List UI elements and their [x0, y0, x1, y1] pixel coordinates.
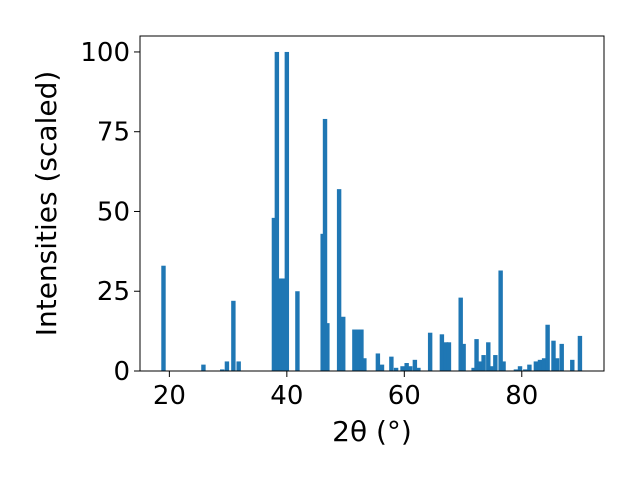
bar [461, 343, 466, 371]
bar [278, 278, 283, 371]
x-axis-ticks: 20 40 60 80 [153, 371, 538, 411]
bar [325, 323, 330, 371]
bar [281, 278, 286, 371]
y-tick-label: 100 [80, 38, 130, 68]
y-tick-label: 0 [113, 357, 130, 387]
bar [458, 297, 463, 371]
bar [400, 366, 405, 371]
x-tick-label: 40 [270, 381, 303, 411]
bar [375, 353, 381, 371]
bar [359, 329, 364, 371]
bar [537, 359, 543, 371]
bar [554, 358, 560, 371]
bar [446, 342, 452, 371]
bar [236, 361, 241, 371]
x-tick-label: 20 [153, 381, 186, 411]
bars-group [161, 51, 583, 371]
bar [541, 358, 547, 371]
bar [513, 369, 519, 371]
bar [271, 217, 277, 371]
y-axis-label: Intensities (scaled) [30, 71, 63, 337]
bar [201, 364, 206, 371]
bar [545, 324, 550, 371]
bar [517, 366, 523, 371]
bar [486, 342, 491, 371]
bar [379, 364, 385, 371]
bar [577, 335, 583, 371]
bar [477, 361, 482, 371]
bar [389, 356, 394, 371]
bar [322, 118, 328, 371]
bar [274, 51, 280, 371]
bar [224, 361, 230, 371]
bar [336, 189, 342, 371]
bar [341, 316, 346, 371]
y-axis-ticks: 0 25 50 75 100 [80, 38, 140, 387]
y-tick-label: 75 [97, 118, 130, 148]
bar [533, 361, 539, 371]
bar [439, 334, 445, 371]
bar [404, 363, 409, 371]
bar [501, 361, 506, 371]
bar [220, 369, 225, 371]
x-axis-label: 2θ (°) [332, 415, 412, 448]
bar [481, 355, 486, 371]
y-tick-label: 50 [97, 197, 130, 227]
bar [352, 329, 357, 371]
x-tick-label: 60 [388, 381, 421, 411]
bar [295, 291, 300, 371]
bar [161, 265, 166, 371]
bar [474, 339, 479, 371]
bar [320, 233, 325, 371]
bar [527, 364, 532, 371]
bar [551, 340, 556, 371]
x-tick-label: 80 [505, 381, 538, 411]
bar [427, 332, 433, 371]
bar [416, 367, 421, 371]
bar [523, 369, 528, 371]
plot-frame [139, 35, 605, 372]
bar [284, 51, 290, 371]
bar [355, 329, 361, 371]
y-tick-label: 25 [97, 277, 130, 307]
bar [471, 367, 476, 371]
bar [412, 359, 418, 371]
bar [559, 343, 564, 371]
bar [362, 358, 367, 371]
bar [489, 366, 494, 371]
bar [231, 300, 236, 371]
bar [393, 367, 399, 371]
bar [493, 355, 498, 371]
bar [570, 359, 575, 371]
bar [498, 270, 503, 371]
bar [443, 342, 449, 371]
bar [407, 366, 413, 371]
